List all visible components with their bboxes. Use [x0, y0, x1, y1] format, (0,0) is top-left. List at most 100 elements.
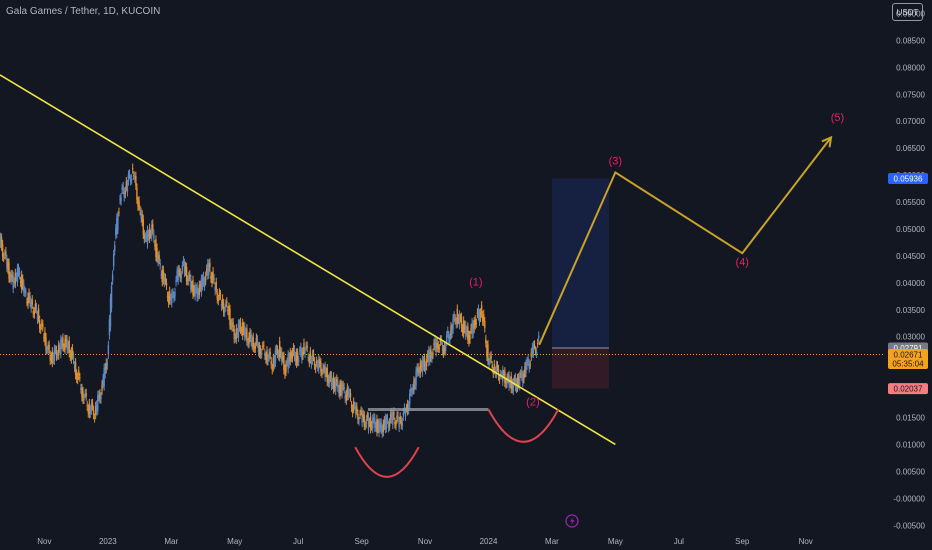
candle-body [532, 345, 535, 354]
candle-body [183, 263, 186, 273]
candle-body [234, 337, 236, 339]
candle-body [170, 298, 172, 301]
candle-body [29, 296, 31, 303]
candle-body [20, 274, 23, 289]
candle-body [384, 417, 387, 429]
candle-body [473, 321, 475, 329]
candle-body [8, 262, 10, 279]
x-tick-label: Nov [418, 537, 432, 546]
candle-body [188, 275, 190, 282]
candle-body [536, 343, 539, 345]
candle-body [281, 351, 283, 362]
candle-body [189, 274, 191, 278]
candle-body [421, 359, 424, 373]
candle-body [164, 277, 167, 281]
candle-body [430, 349, 432, 358]
candle-body [231, 322, 233, 328]
candle-body [102, 378, 104, 384]
candle-body [397, 415, 399, 418]
candle-body [160, 274, 162, 276]
candle-body [174, 291, 176, 297]
candle-body [317, 364, 319, 368]
candle-body [5, 251, 7, 256]
candle-body [286, 361, 288, 363]
candle-body [478, 313, 481, 322]
candle-body [152, 223, 154, 231]
candle-body [257, 346, 260, 353]
y-tick-label: 0.04500 [896, 252, 925, 261]
candle-body [368, 422, 371, 424]
candle-body [439, 339, 442, 342]
candle-body [69, 353, 72, 357]
candle-body [10, 274, 12, 281]
candle-body [115, 228, 117, 236]
candle-body [304, 351, 306, 354]
candle-body [416, 367, 418, 374]
price-badge-label-2: 0.02791 [894, 344, 923, 353]
candle-body [280, 351, 282, 355]
candle-body [0, 237, 3, 247]
candle-body [342, 385, 344, 387]
candle-body [363, 415, 365, 426]
candle-body [269, 351, 271, 355]
candle-body [133, 175, 135, 177]
candle-body [428, 350, 430, 363]
candle-body [208, 263, 210, 275]
candle-body [326, 368, 328, 382]
candle-body [61, 340, 63, 345]
candle-body [401, 422, 404, 426]
candle-body [436, 342, 438, 348]
candle-body [305, 345, 307, 347]
candle-body [135, 176, 137, 186]
candle-body [389, 413, 392, 419]
candle-body [337, 381, 339, 388]
candle-body [249, 332, 251, 338]
candle-body [238, 323, 241, 328]
y-tick-label: 0.07000 [896, 117, 925, 126]
candle-body [275, 348, 278, 351]
candle-body [161, 269, 164, 283]
candle-body [147, 234, 150, 237]
candle-body [140, 211, 142, 219]
candle-body [198, 284, 201, 295]
candle-body [142, 218, 144, 235]
candle-body [255, 337, 258, 342]
candle-body [362, 414, 364, 418]
x-tick-label: 2023 [99, 537, 117, 546]
candle-body [43, 337, 45, 339]
candle-body [406, 404, 409, 412]
y-tick-label: 0.07500 [896, 90, 925, 99]
y-tick-label: 0.03500 [896, 306, 925, 315]
candle-body [146, 229, 149, 245]
candle-body [518, 375, 521, 387]
candle-body [343, 387, 345, 390]
candle-body [110, 286, 113, 309]
candle-body [80, 388, 82, 390]
candle-body [31, 299, 33, 305]
candle-body [301, 352, 303, 360]
candle-body [22, 278, 24, 287]
candle-body [523, 374, 525, 380]
candle-body [213, 278, 215, 281]
candle-body [479, 312, 482, 318]
candle-body [272, 358, 275, 368]
candle-body [283, 355, 285, 371]
candle-body [435, 342, 437, 353]
candle-body [229, 308, 231, 326]
candle-body [314, 368, 317, 370]
candle-body [212, 271, 214, 280]
currency-button[interactable]: USDT [892, 3, 923, 21]
candle-body [355, 406, 357, 414]
candle-body [351, 408, 354, 413]
price-badge-label-4: 0.02037 [894, 385, 923, 394]
candle-body [472, 324, 474, 334]
candle-body [322, 367, 324, 371]
candle-body [308, 358, 310, 363]
candle-body [141, 214, 143, 222]
candle-body [449, 337, 451, 340]
candle-body [359, 414, 361, 416]
x-tick-label: May [608, 537, 623, 546]
candle-body [200, 278, 203, 293]
candle-body [122, 186, 124, 190]
